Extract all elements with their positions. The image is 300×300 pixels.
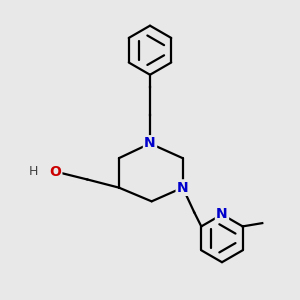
Text: N: N bbox=[144, 136, 156, 151]
Text: N: N bbox=[216, 208, 228, 221]
Text: O: O bbox=[49, 165, 61, 179]
Text: H: H bbox=[29, 165, 38, 178]
Text: N: N bbox=[177, 181, 188, 195]
